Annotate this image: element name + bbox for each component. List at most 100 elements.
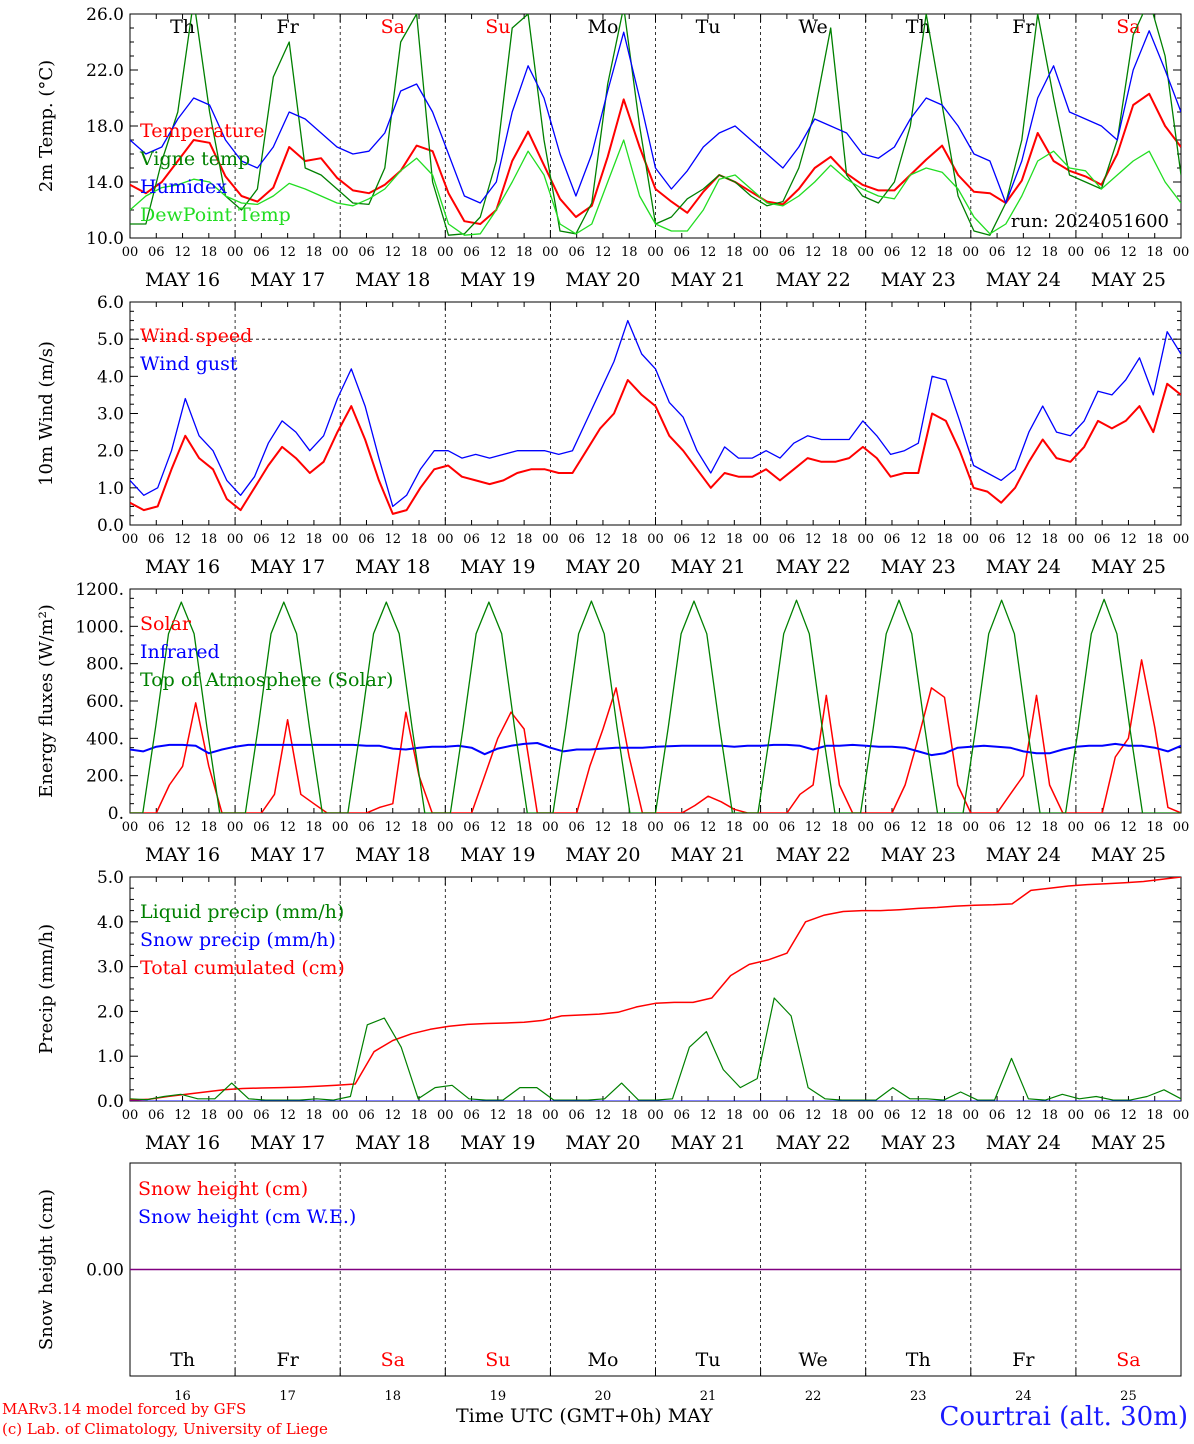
y-tick-label: 1000. xyxy=(75,617,124,637)
hour-tick-label: 18 xyxy=(1146,245,1163,260)
run-annotation: run: 2024051600 xyxy=(1011,211,1169,232)
date-label: MAY 18 xyxy=(355,1132,430,1154)
day-number-label: 17 xyxy=(279,1389,296,1404)
date-label: MAY 24 xyxy=(986,1132,1061,1154)
hour-tick-label: 12 xyxy=(384,1108,401,1123)
model-credit: MARv3.14 model forced by GFS xyxy=(2,1400,247,1418)
hour-tick-label: 06 xyxy=(253,245,270,260)
hour-tick-label: 06 xyxy=(568,1108,585,1123)
hour-tick-label: 18 xyxy=(726,1108,743,1123)
weekday-label: We xyxy=(799,1349,828,1371)
y-tick-label: 18.0 xyxy=(86,117,124,137)
y-tick-label: 3.0 xyxy=(97,958,124,978)
date-label: MAY 19 xyxy=(460,556,535,578)
hour-tick-label: 00 xyxy=(227,1108,244,1123)
weekday-label: Su xyxy=(485,16,510,38)
hour-tick-label: 00 xyxy=(1173,820,1190,835)
y-axis-label: 10m Wind (m/s) xyxy=(36,341,57,486)
panel-3: 0. 200. 400. 600. 800. 1000. 1200. Energy fluxe… xyxy=(36,580,1189,866)
hour-tick-label: 00 xyxy=(1068,532,1085,547)
y-tick-label: 1.0 xyxy=(97,1047,124,1067)
date-label: MAY 21 xyxy=(670,556,745,578)
hour-tick-label: 12 xyxy=(1015,1108,1032,1123)
panel-4: 0.0 1.0 2.0 3.0 4.0 5.0 Precip (mm/h) 00 06 12 18 0… xyxy=(36,868,1189,1154)
hour-tick-label: 06 xyxy=(779,820,796,835)
legend-entry: DewPoint Temp xyxy=(140,204,291,226)
series-group xyxy=(130,319,1181,515)
hour-tick-label: 12 xyxy=(805,820,822,835)
hour-tick-label: 06 xyxy=(148,245,165,260)
weekday-label: Fr xyxy=(1012,1349,1035,1371)
hour-tick-label: 06 xyxy=(674,820,691,835)
date-label: MAY 22 xyxy=(776,844,851,866)
y-tick-label: 400. xyxy=(86,729,124,749)
hour-tick-label: 18 xyxy=(726,820,743,835)
hour-tick-label: 00 xyxy=(752,532,769,547)
date-label: MAY 24 xyxy=(986,844,1061,866)
legend-entry: Solar xyxy=(140,613,192,635)
hour-tick-label: 12 xyxy=(1015,820,1032,835)
hour-tick-label: 12 xyxy=(490,532,507,547)
hour-tick-label: 00 xyxy=(963,820,980,835)
hour-tick-label: 00 xyxy=(542,1108,559,1123)
date-label: MAY 20 xyxy=(565,556,640,578)
hour-tick-label: 00 xyxy=(332,245,349,260)
day-number-label: 22 xyxy=(805,1389,822,1404)
hour-tick-label: 06 xyxy=(148,1108,165,1123)
y-tick-label: 200. xyxy=(86,767,124,787)
hour-tick-label: 12 xyxy=(1015,532,1032,547)
hour-tick-label: 00 xyxy=(857,1108,874,1123)
hour-tick-label: 12 xyxy=(279,245,296,260)
legend-entry: Wind gust xyxy=(140,353,238,375)
hour-tick-label: 18 xyxy=(201,532,218,547)
y-tick-label: 2.0 xyxy=(97,1002,124,1022)
hour-tick-label: 00 xyxy=(542,532,559,547)
y-tick-label: 600. xyxy=(86,692,124,712)
weekday-label: Sa xyxy=(1116,1349,1140,1371)
date-label: MAY 23 xyxy=(881,844,956,866)
legend-entry: Infrared xyxy=(140,641,220,663)
date-label: MAY 17 xyxy=(250,556,325,578)
hour-tick-label: 00 xyxy=(122,245,139,260)
hour-tick-label: 00 xyxy=(752,245,769,260)
y-tick-label: 800. xyxy=(86,655,124,675)
hour-tick-label: 12 xyxy=(595,532,612,547)
y-tick-label: 14.0 xyxy=(86,173,124,193)
y-tick-label: 1200. xyxy=(75,580,124,600)
date-label: MAY 25 xyxy=(1091,556,1166,578)
hour-tick-label: 00 xyxy=(857,532,874,547)
hour-tick-label: 00 xyxy=(122,532,139,547)
hour-tick-label: 12 xyxy=(805,532,822,547)
date-label: MAY 23 xyxy=(881,1132,956,1154)
hour-tick-label: 06 xyxy=(779,245,796,260)
hour-tick-label: 12 xyxy=(279,1108,296,1123)
hour-tick-label: 06 xyxy=(568,532,585,547)
y-tick-label: 22.0 xyxy=(86,61,124,81)
hour-tick-label: 18 xyxy=(306,820,323,835)
hour-tick-label: 18 xyxy=(831,820,848,835)
hour-tick-label: 12 xyxy=(805,1108,822,1123)
weekday-label: Mo xyxy=(587,16,618,38)
hour-tick-label: 00 xyxy=(437,245,454,260)
y-tick-label: 6.0 xyxy=(97,293,124,313)
y-tick-label: 0.0 xyxy=(97,516,124,536)
hour-tick-label: 00 xyxy=(963,532,980,547)
hour-tick-label: 06 xyxy=(989,1108,1006,1123)
hour-tick-label: 06 xyxy=(989,820,1006,835)
hour-tick-label: 06 xyxy=(463,245,480,260)
hour-tick-label: 00 xyxy=(857,820,874,835)
hour-tick-label: 12 xyxy=(595,245,612,260)
hour-tick-label: 12 xyxy=(700,1108,717,1123)
series-line-solar xyxy=(130,659,1181,813)
y-axis-label: Precip (mm/h) xyxy=(36,924,57,1054)
weekday-label: Tu xyxy=(696,1349,721,1371)
hour-tick-label: 00 xyxy=(437,820,454,835)
legend-entry: Top of Atmosphere (Solar) xyxy=(140,669,393,691)
hour-tick-label: 18 xyxy=(621,1108,638,1123)
hour-tick-label: 00 xyxy=(963,1108,980,1123)
weekday-label: Fr xyxy=(277,16,300,38)
hour-tick-label: 06 xyxy=(884,532,901,547)
hour-tick-label: 00 xyxy=(227,820,244,835)
date-label: MAY 16 xyxy=(145,556,220,578)
weekday-label: We xyxy=(799,16,828,38)
